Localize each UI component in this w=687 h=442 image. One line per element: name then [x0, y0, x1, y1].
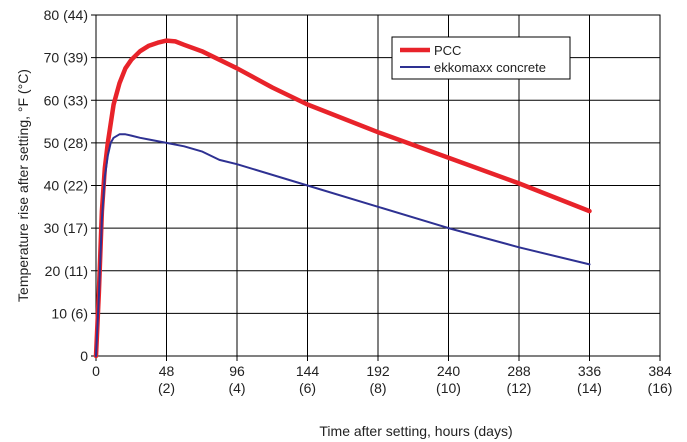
series-line-1 — [93, 38, 592, 359]
y-tick-label: 60 (33) — [44, 92, 88, 108]
x-tick-label: 0 — [92, 363, 100, 379]
y-axis-title: Temperature rise after setting, °F (°C) — [15, 69, 31, 302]
x-tick-sublabel: (6) — [299, 380, 316, 396]
x-tick-label: 192 — [366, 363, 390, 379]
series-layer — [93, 38, 592, 359]
gridlines — [96, 15, 660, 356]
x-tick-label: 48 — [159, 363, 175, 379]
x-tick-label: 240 — [437, 363, 461, 379]
y-tick-label: 50 (28) — [44, 135, 88, 151]
y-tick-label: 70 (39) — [44, 50, 88, 66]
x-tick-label: 288 — [507, 363, 531, 379]
x-tick-sublabel: (10) — [436, 380, 461, 396]
y-tick-label: 0 — [80, 348, 88, 364]
legend-box — [391, 36, 571, 80]
legend-label-1: PCC — [434, 43, 461, 58]
series-line-2 — [95, 133, 591, 357]
y-tick-label: 10 (6) — [51, 305, 88, 321]
x-tick-sublabel: (16) — [648, 380, 673, 396]
x-tick-sublabel: (4) — [228, 380, 245, 396]
legend: PCC ekkomaxx concrete — [391, 36, 571, 80]
x-tick-sublabel: (8) — [369, 380, 386, 396]
x-tick-sublabel: (2) — [158, 380, 175, 396]
x-tick-sublabel: (12) — [507, 380, 532, 396]
x-tick-sublabel: (14) — [577, 380, 602, 396]
y-axis-ticks: 0 10 (6) 20 (11) 30 (17) 40 (22) 50 (28) 60 (3… — [44, 7, 96, 364]
y-tick-label: 20 (11) — [45, 263, 88, 279]
x-axis-title: Time after setting, hours (days) — [319, 423, 512, 439]
x-axis-ticks: 0 48(2) 96(4) 144(6) 192(8) 240(10) 288(12) 336… — [92, 356, 672, 396]
x-tick-label: 96 — [229, 363, 245, 379]
x-tick-label: 384 — [648, 363, 672, 379]
y-tick-label: 80 (44) — [44, 7, 88, 23]
x-tick-label: 144 — [296, 363, 320, 379]
y-tick-label: 30 (17) — [44, 220, 88, 236]
y-tick-label: 40 (22) — [44, 178, 88, 194]
x-tick-label: 336 — [578, 363, 602, 379]
legend-label-2: ekkomaxx concrete — [434, 60, 546, 75]
